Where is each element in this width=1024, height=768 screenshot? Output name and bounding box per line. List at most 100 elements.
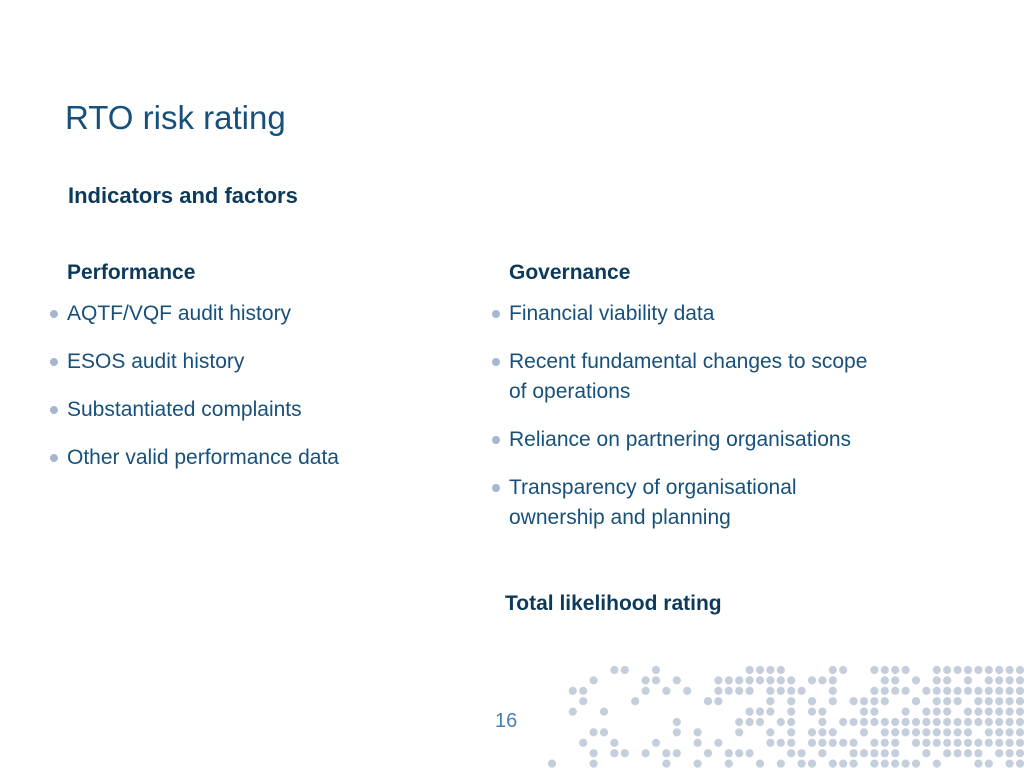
dot [776, 738, 785, 747]
dot [859, 717, 869, 727]
dot [984, 738, 993, 747]
dot [870, 686, 879, 695]
dot [641, 676, 650, 685]
dot [901, 686, 910, 695]
dot [641, 749, 650, 758]
dot [651, 665, 661, 675]
dot [776, 686, 785, 695]
dot [943, 665, 952, 675]
dot [995, 717, 1004, 727]
dot [849, 759, 858, 768]
dot [953, 728, 962, 737]
dot [787, 728, 796, 737]
dot [974, 759, 983, 768]
governance-column: Governance Financial viability data Rece… [490, 260, 940, 551]
dot [870, 665, 879, 675]
list-item: Substantiated complaints [48, 395, 448, 425]
dot [724, 676, 733, 685]
dot [1005, 697, 1014, 706]
dot [766, 707, 775, 716]
dot [568, 707, 577, 716]
dot [932, 728, 941, 737]
dot [651, 676, 661, 685]
dot [797, 749, 806, 758]
bullet-icon [490, 484, 501, 492]
dot [984, 707, 993, 716]
dot [714, 686, 723, 695]
dot [703, 697, 713, 706]
dot [693, 759, 702, 768]
performance-heading: Performance [67, 261, 196, 284]
dot [963, 686, 973, 695]
dot [974, 665, 983, 675]
list-item: Recent fundamental changes to scope of o… [490, 347, 880, 407]
dot [714, 676, 723, 685]
performance-list: AQTF/VQF audit history ESOS audit histor… [48, 299, 448, 473]
dot [1005, 728, 1014, 737]
dot [995, 686, 1004, 695]
dot [995, 665, 1004, 675]
dot [901, 707, 910, 716]
list-item-text: Transparency of organisational ownership… [509, 476, 797, 530]
dot [943, 749, 952, 758]
dot [724, 686, 733, 695]
dot [870, 707, 879, 716]
page-number: 16 [495, 710, 518, 732]
dot [859, 707, 869, 716]
dot [745, 665, 754, 675]
bullet-icon [490, 310, 501, 318]
dot [932, 686, 941, 695]
dot [547, 759, 557, 768]
dot [755, 707, 765, 716]
dot [922, 738, 931, 747]
dot [672, 749, 681, 758]
dot [766, 665, 775, 675]
dot [963, 707, 973, 716]
dot [1005, 749, 1014, 758]
dot [703, 749, 713, 758]
dot [984, 676, 993, 685]
list-item-text: AQTF/VQF audit history [67, 302, 292, 326]
dot [911, 717, 921, 727]
dot [880, 697, 889, 706]
dot [943, 686, 952, 695]
dot [579, 686, 588, 695]
dot [745, 707, 754, 716]
dot [620, 665, 629, 675]
dot [745, 676, 754, 685]
dot [911, 759, 921, 768]
dot [943, 707, 952, 716]
list-item-text: Reliance on partnering organisations [509, 428, 852, 452]
dot [828, 697, 837, 706]
dot [807, 707, 817, 716]
dot [880, 665, 889, 675]
dot [610, 738, 619, 747]
dot [828, 665, 837, 675]
dot [891, 676, 900, 685]
slide-subtitle: Indicators and factors [68, 183, 298, 208]
dot [589, 759, 598, 768]
dot [787, 676, 796, 685]
dot [714, 697, 723, 706]
bullet-icon [48, 310, 59, 318]
dot [839, 717, 848, 727]
dot [984, 686, 993, 695]
dot [995, 697, 1004, 706]
dot [1015, 665, 1024, 675]
dot [735, 676, 744, 685]
dot [807, 697, 817, 706]
dot [1015, 728, 1024, 737]
dot [672, 676, 681, 685]
dot [787, 717, 796, 727]
dot [828, 728, 837, 737]
dot [849, 749, 858, 758]
dot [818, 676, 827, 685]
dot [1015, 686, 1024, 695]
list-item: Transparency of organisational ownership… [490, 473, 870, 533]
dot [776, 759, 785, 768]
dot [943, 717, 952, 727]
dot [828, 676, 837, 685]
dot [735, 749, 744, 758]
dot [984, 759, 993, 768]
